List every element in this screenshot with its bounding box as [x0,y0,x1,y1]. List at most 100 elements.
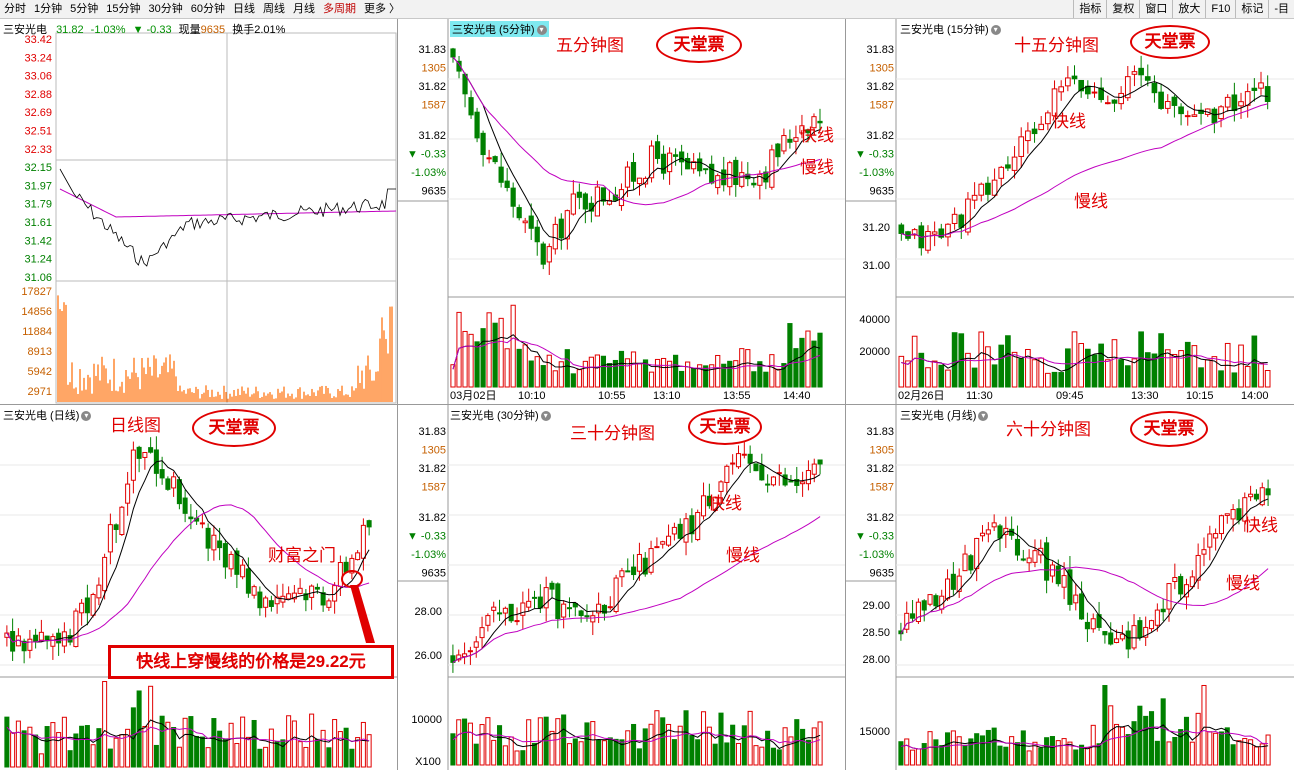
volume-axis-label: 40000 [859,314,890,326]
period-tab-9[interactable]: 多周期 [323,3,356,15]
chevron-down-icon[interactable]: ▾ [540,411,551,422]
period-tab-10[interactable]: 更多 〉 [364,3,401,15]
candle-body [1143,626,1149,638]
left-axis-label: 32.69 [24,107,52,119]
volume-bar [531,742,538,766]
volume-bar [974,733,980,766]
candle-body [630,162,637,182]
period-tab-0[interactable]: 分时 [4,3,26,15]
monthly-panel[interactable]: 31.83 1305 31.82 1587 31.82 ▼ -0.33 -1.03% 9635… [846,405,1294,770]
period-tab-3[interactable]: 15分钟 [106,3,141,15]
volume-bar [291,720,297,768]
volume-bar [905,360,911,388]
candle-body [607,606,613,609]
quote-value: 31.82 [418,81,446,93]
candle-body [467,650,473,653]
volume-bar [1198,367,1204,388]
daily-chart[interactable] [0,405,398,770]
chevron-down-icon[interactable]: ▾ [990,25,1001,36]
tool-button-0[interactable]: 指标 [1073,0,1106,18]
tool-button-1[interactable]: 复权 [1106,0,1139,18]
x-axis-label: 03月02日 [450,390,496,402]
candle-body [366,520,372,528]
volume-bar [21,730,27,768]
volume-bar [712,743,718,766]
period-tab-1[interactable]: 1分钟 [34,3,63,15]
period-tab-6[interactable]: 日线 [233,3,255,15]
tool-button-3[interactable]: 放大 [1172,0,1205,18]
candle-body [549,582,555,590]
volume-bar [1191,345,1198,388]
volume-bar [572,738,578,766]
candle-body [1073,594,1079,604]
candle-body [211,534,217,551]
volume-ma-line [452,334,821,372]
quote-value: ▼ -0.33 [855,531,894,543]
volume-bar [1172,736,1178,766]
period-tab-5[interactable]: 60分钟 [190,3,225,15]
period-tab-7[interactable]: 周线 [263,3,285,15]
candle-body [1049,564,1055,577]
period-tab-8[interactable]: 月线 [293,3,315,15]
candle-body [1259,487,1265,506]
slow-line-label: 慢线 [726,546,760,565]
volume-bar [927,731,933,766]
volume-bar [211,718,217,768]
volume-bar [700,711,707,766]
volume-bar [561,714,567,766]
thirty-minute-chart[interactable]: 31.83 1305 31.82 1587 31.82 ▼ -0.33 -1.03% 9635… [398,405,845,770]
period-tab-4[interactable]: 30分钟 [148,3,183,15]
timeshare-chart[interactable]: 33.42 33.24 33.06 32.88 32.69 32.51 32.33 32.15… [0,19,398,404]
candle-body [171,476,177,489]
tool-button-2[interactable]: 窗口 [1139,0,1172,18]
chevron-down-icon[interactable]: ▾ [978,411,989,422]
candle-body [79,602,85,614]
candle-body [958,214,965,228]
candle-body [921,600,927,611]
monthly-chart[interactable]: 31.83 1305 31.82 1587 31.82 ▼ -0.33 -1.03% 9635… [846,405,1294,770]
volume-axis-label: 10000 [411,714,442,726]
volume-bar [1084,348,1091,388]
tool-button-4[interactable]: F10 [1205,0,1235,18]
candle-body [1160,608,1166,613]
period-tab-2[interactable]: 5分钟 [70,3,99,15]
fast-line-label: 快线 [1052,112,1086,131]
x-axis-label: 09:45 [1056,390,1084,402]
volume-bar [450,733,456,766]
candle-body [666,535,672,546]
volume-bar [113,737,119,768]
fifteen-minute-title-text: 三安光电 (15分钟) [900,24,989,36]
five-minute-title[interactable]: 三安光电 (5分钟) ▾ [450,21,549,37]
volume-bar [596,739,602,766]
candle-body [666,152,673,173]
candle-body [90,594,96,616]
chevron-down-icon[interactable]: ▾ [81,411,92,422]
volume-bar [735,742,742,766]
tool-button-5[interactable]: 标记 [1235,0,1268,18]
daily-panel[interactable]: 三安光电 (日线) ▾ 日线图 天堂票 财富之门 快线上穿慢线的价格是29.22元 [0,405,398,770]
candle-body [148,447,154,453]
volume-bar [1151,353,1158,388]
timeshare-panel[interactable]: 三安光电 31.82 -1.03% ▼ -0.33 现量9635 换手2.01%… [0,19,398,404]
fifteen-minute-chart[interactable]: 31.83 1305 31.82 1587 31.82 ▼ -0.33 -1.03% 9635… [846,19,1294,404]
volume-bar [1211,356,1218,388]
daily-title[interactable]: 三安光电 (日线) ▾ [3,407,92,423]
monthly-title[interactable]: 三安光电 (月线) ▾ [900,407,989,423]
candle-body [522,220,528,224]
thirty-minute-title[interactable]: 三安光电 (30分钟) ▾ [450,407,551,423]
volume-bar [480,328,486,388]
volume-bar [159,715,165,768]
candle-body [1044,542,1050,581]
tool-button-6[interactable]: -目 [1268,0,1294,18]
volume-bar [1207,731,1213,766]
thirty-minute-panel[interactable]: 31.83 1305 31.82 1587 31.82 ▼ -0.33 -1.03% 9635… [398,405,845,770]
x-axis-label: 14:40 [783,390,811,402]
volume-bar [775,368,781,388]
panel-divider [397,19,398,770]
fifteen-minute-title[interactable]: 三安光电 (15分钟) ▾ [900,21,1001,37]
volume-bar [228,722,234,768]
five-minute-chart[interactable]: 31.83 1305 31.82 1587 31.82 ▼ -0.33 -1.03% 9635… [398,19,845,404]
fifteen-minute-panel[interactable]: 31.83 1305 31.82 1587 31.82 ▼ -0.33 -1.03% 9635… [846,19,1294,404]
five-minute-panel[interactable]: 31.83 1305 31.82 1587 31.82 ▼ -0.33 -1.03% 9635… [398,19,845,404]
chevron-down-icon[interactable]: ▾ [536,25,547,36]
